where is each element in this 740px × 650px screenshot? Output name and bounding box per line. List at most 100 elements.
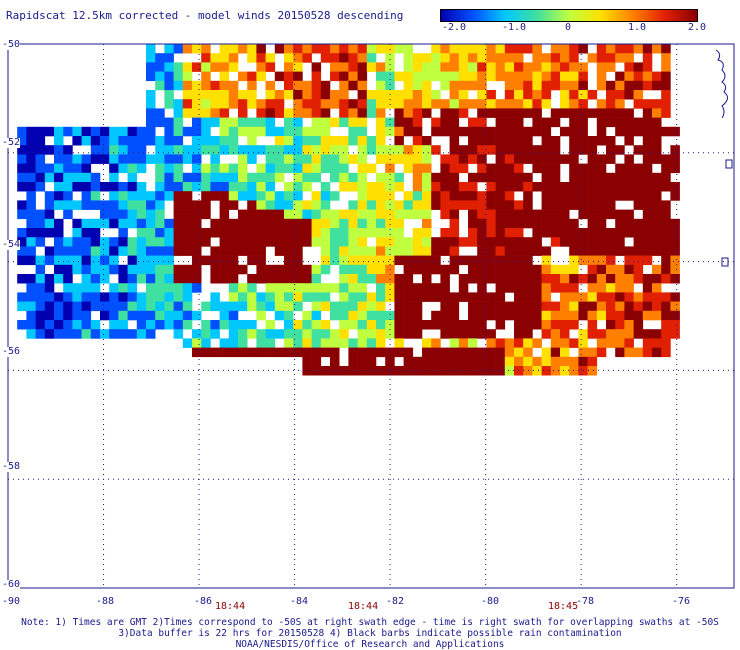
- wind-cell: [642, 182, 653, 192]
- wind-cell: [477, 154, 487, 164]
- wind-cell: [357, 117, 368, 128]
- wind-cell: [652, 44, 662, 54]
- wind-cell: [228, 320, 239, 330]
- wind-cell: [247, 274, 257, 284]
- wind-cell: [596, 44, 607, 54]
- wind-cell: [127, 301, 138, 312]
- wind-cell: [293, 292, 303, 302]
- wind-cell: [458, 191, 469, 201]
- wind-cell: [532, 90, 542, 100]
- wind-cell: [449, 329, 460, 339]
- wind-cell: [495, 347, 506, 358]
- wind-cell: [394, 274, 404, 284]
- wind-cell: [81, 274, 92, 284]
- wind-cell: [532, 310, 542, 321]
- wind-cell: [514, 99, 524, 109]
- wind-cell: [596, 218, 607, 229]
- wind-cell: [256, 200, 266, 210]
- wind-cell: [238, 145, 248, 155]
- wind-cell: [403, 71, 414, 82]
- wind-cell: [504, 366, 515, 376]
- wind-cell: [569, 246, 579, 256]
- wind-cell: [330, 255, 340, 266]
- wind-cell: [155, 163, 165, 174]
- wind-cell: [339, 264, 349, 275]
- wind-cell: [458, 182, 469, 192]
- wind-cell: [81, 154, 92, 164]
- wind-cell: [90, 301, 101, 312]
- wind-cell: [394, 154, 404, 164]
- wind-cell: [596, 108, 607, 118]
- wind-cell: [541, 172, 552, 183]
- wind-cell: [422, 209, 432, 220]
- wind-cell: [449, 366, 460, 376]
- wind-cell: [394, 44, 404, 54]
- wind-cell: [219, 338, 230, 348]
- wind-cells: [17, 44, 680, 376]
- wind-cell: [81, 200, 92, 210]
- wind-cell: [514, 44, 524, 54]
- wind-cell: [431, 99, 441, 109]
- wind-cell: [670, 255, 680, 266]
- wind-cell: [578, 145, 588, 155]
- wind-cell: [412, 53, 423, 63]
- wind-cell: [348, 237, 358, 247]
- wind-cell: [302, 347, 312, 358]
- wind-cell: [642, 163, 653, 174]
- wind-cell: [146, 264, 156, 275]
- wind-cell: [17, 228, 27, 238]
- wind-cell: [468, 71, 478, 82]
- wind-cell: [201, 347, 211, 358]
- wind-cell: [652, 246, 662, 256]
- wind-cell: [118, 228, 128, 238]
- wind-cell: [394, 292, 404, 302]
- wind-cell: [265, 301, 276, 312]
- wind-cell: [596, 71, 607, 82]
- wind-cell: [633, 246, 644, 256]
- wind-cell: [587, 218, 598, 229]
- wind-cell: [219, 62, 230, 72]
- wind-cell: [578, 182, 588, 192]
- wind-cell: [256, 338, 266, 348]
- wind-cell: [54, 246, 64, 256]
- wind-cell: [670, 126, 680, 137]
- wind-cell: [587, 366, 598, 376]
- wind-cell: [652, 200, 662, 210]
- wind-cell: [284, 347, 294, 358]
- wind-cell: [532, 274, 542, 284]
- wind-cell: [431, 246, 441, 256]
- wind-cell: [320, 99, 331, 109]
- wind-cell: [587, 320, 598, 330]
- wind-cell: [357, 356, 368, 367]
- wind-cell: [587, 329, 598, 339]
- wind-cell: [642, 274, 653, 284]
- wind-cell: [569, 301, 579, 312]
- wind-cell: [385, 182, 395, 192]
- wind-cell: [394, 71, 404, 82]
- wind-cell: [376, 62, 386, 72]
- wind-cell: [357, 108, 368, 118]
- wind-cell: [385, 347, 395, 358]
- wind-cell: [670, 301, 680, 312]
- wind-cell: [468, 237, 478, 247]
- wind-cell: [155, 191, 165, 201]
- wind-cell: [201, 108, 211, 118]
- wind-cell: [514, 356, 524, 367]
- wind-cell: [412, 90, 423, 100]
- wind-cell: [670, 218, 680, 229]
- wind-cell: [164, 163, 174, 174]
- wind-cell: [54, 136, 64, 146]
- wind-cell: [228, 329, 239, 339]
- wind-cell: [146, 329, 156, 339]
- wind-cell: [35, 163, 46, 174]
- wind-cell: [366, 53, 377, 63]
- wind-cell: [661, 126, 671, 137]
- wind-cell: [17, 136, 27, 146]
- wind-cell: [477, 228, 487, 238]
- wind-cell: [118, 191, 128, 201]
- wind-cell: [136, 320, 147, 330]
- wind-cell: [394, 209, 404, 220]
- wind-cell: [339, 172, 349, 183]
- wind-cell: [477, 283, 487, 293]
- wind-cell: [164, 283, 174, 293]
